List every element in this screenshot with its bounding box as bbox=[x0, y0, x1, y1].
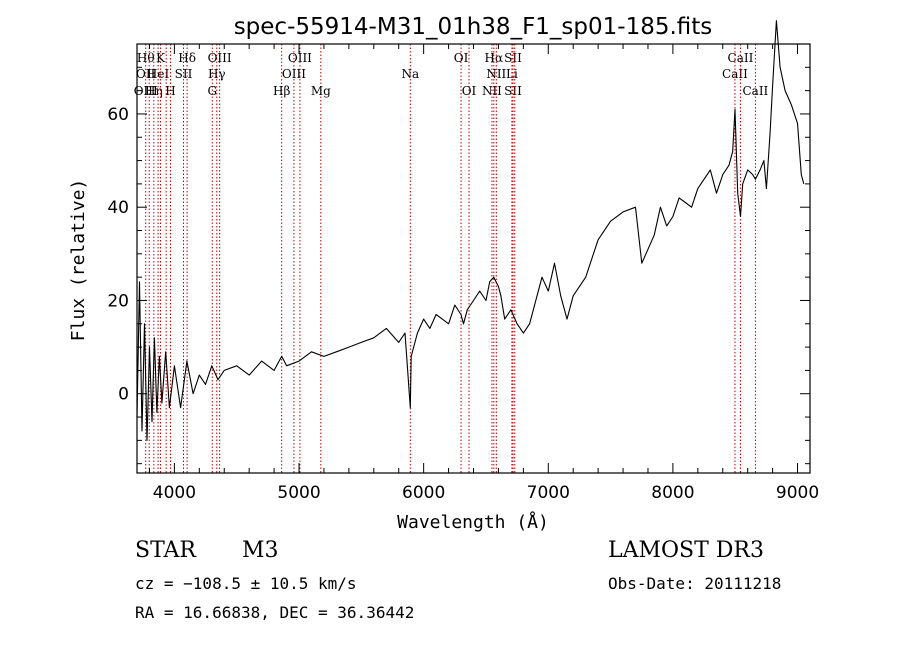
spectral-line-label: CaII bbox=[728, 51, 754, 65]
observation-date: Obs-Date: 20111218 bbox=[608, 574, 782, 593]
spectral-line-label: SII bbox=[504, 51, 522, 65]
spectral-line-label: K bbox=[156, 51, 166, 65]
plot-frame bbox=[136, 43, 811, 474]
spectral-line-label: OIII bbox=[288, 51, 312, 65]
spectral-line-label: Hθ bbox=[137, 51, 155, 65]
y-tick-label: 0 bbox=[118, 385, 129, 405]
x-tick-label: 7000 bbox=[527, 483, 570, 503]
spectral-line-label: OIII bbox=[208, 51, 232, 65]
spectral-line-label: H bbox=[165, 84, 175, 98]
x-axis-label: Wavelength (Å) bbox=[397, 511, 549, 533]
x-tick-label: 8000 bbox=[651, 483, 694, 503]
ra-dec-coordinates: RA = 16.66838, DEC = 36.36442 bbox=[135, 603, 415, 622]
spectral-line-label: Hβ bbox=[273, 84, 290, 98]
spectral-line-label: SII bbox=[175, 67, 193, 81]
chart-title: spec-55914-M31_01h38_F1_sp01-185.fits bbox=[234, 14, 713, 40]
spectral-line-label: SII bbox=[504, 84, 522, 98]
object-subclass: M3 bbox=[242, 538, 279, 563]
spectral-line-label: Mg bbox=[311, 84, 331, 98]
spectral-line-label: Na bbox=[401, 67, 419, 81]
x-tick-label: 4000 bbox=[153, 483, 196, 503]
object-class: STAR bbox=[135, 538, 196, 563]
spectral-line-label: Hη bbox=[145, 84, 163, 98]
spectral-line-label: Hγ bbox=[208, 67, 226, 81]
spectral-line-label: Li bbox=[506, 67, 518, 81]
spectral-line-label: OIII bbox=[282, 67, 306, 81]
survey-name: LAMOST DR3 bbox=[608, 538, 764, 563]
y-axis-label: Flux (relative) bbox=[68, 179, 89, 342]
redshift-cz: cz = −108.5 ± 10.5 km/s bbox=[135, 574, 357, 593]
y-tick-label: 20 bbox=[107, 291, 129, 311]
spectral-line-label: NII bbox=[486, 67, 506, 81]
x-tick-label: 9000 bbox=[776, 483, 819, 503]
y-tick-label: 40 bbox=[107, 198, 129, 218]
spectral-line-label: Hδ bbox=[178, 51, 196, 65]
spectral-line-label: Hα bbox=[485, 51, 504, 65]
x-tick-label: 6000 bbox=[402, 483, 445, 503]
spectral-line-label: CaII bbox=[722, 67, 748, 81]
spectral-line-label: OII bbox=[136, 67, 156, 81]
spectral-line-label: NII bbox=[482, 84, 502, 98]
spectral-line-label: OIII bbox=[134, 84, 158, 98]
spectral-line-label: OI bbox=[462, 84, 477, 98]
spectral-line-label: OI bbox=[454, 51, 469, 65]
spectrum-line bbox=[136, 20, 805, 441]
spectral-line-label: G bbox=[207, 84, 217, 98]
spectral-line-label: CaII bbox=[742, 84, 768, 98]
spectral-line-label: HeI bbox=[147, 67, 170, 81]
y-tick-label: 60 bbox=[107, 105, 129, 125]
x-tick-label: 5000 bbox=[277, 483, 320, 503]
